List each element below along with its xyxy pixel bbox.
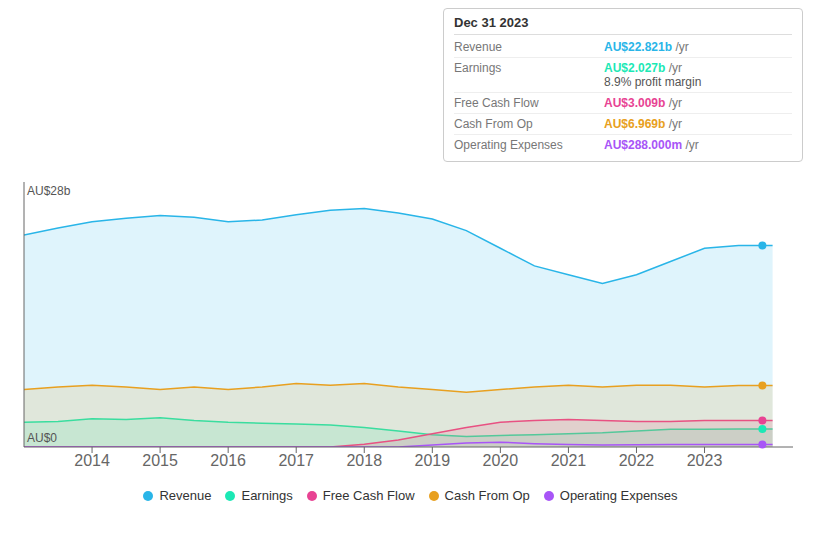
html-text:Earnings: Earnings [454,61,502,75]
svg-text:2023: 2023 [687,452,723,469]
html-text:Earnings: Earnings [241,488,293,503]
html-text:8.9% profit margin: 8.9% profit margin [604,75,702,89]
html-text:Operating Expenses: Operating Expenses [454,138,563,152]
svg-text:AU$0: AU$0 [27,431,57,445]
html-text:AU$2.027b /yr: AU$2.027b /yr [604,61,682,75]
svg-text:2018: 2018 [346,452,382,469]
html-text:Free Cash Flow: Free Cash Flow [454,96,539,110]
html-text:Dec 31 2023: Dec 31 2023 [454,15,529,30]
html-text:Free Cash Flow: Free Cash Flow [322,488,415,503]
html-text:AU$3.009b /yr: AU$3.009b /yr [604,96,682,110]
html-text:AU$6.969b /yr: AU$6.969b /yr [604,117,682,131]
html-text:Cash From Op: Cash From Op [444,488,530,503]
html-text:AU$22.821b /yr: AU$22.821b /yr [604,40,689,54]
svg-text:2019: 2019 [415,452,451,469]
svg-text:2016: 2016 [210,452,246,469]
svg-text:2021: 2021 [551,452,587,469]
html-text:Revenue: Revenue [159,488,212,503]
html-text:Revenue: Revenue [454,40,502,54]
svg-text:2014: 2014 [74,452,110,469]
svg-text:2017: 2017 [278,452,314,469]
html-text:Cash From Op: Cash From Op [454,117,533,131]
svg-text:2022: 2022 [619,452,655,469]
svg-text:AU$28b: AU$28b [27,184,71,198]
html-text:Operating Expenses: Operating Expenses [559,488,678,503]
html-text:AU$288.000m /yr: AU$288.000m /yr [604,138,699,152]
svg-text:2015: 2015 [142,452,178,469]
svg-text:2020: 2020 [483,452,519,469]
